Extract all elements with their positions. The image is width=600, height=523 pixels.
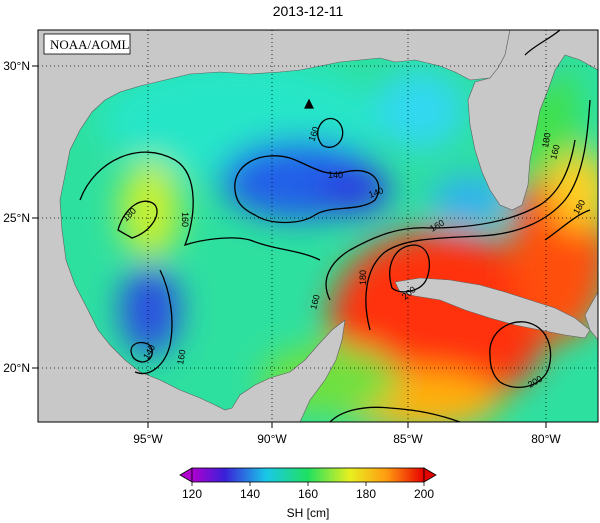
contour-label: 140 [328,170,343,180]
contour-label: 180 [540,132,552,149]
contour-180-west [117,200,158,239]
contour-label: 180 [358,270,368,285]
contour-160-west [79,151,321,261]
land-hispaniola-edge [584,291,598,341]
lat-tick-label: 20°N [3,361,30,375]
lon-tick-label: 90°W [257,432,287,446]
contour-180-far-east [544,209,591,241]
contour-label: 160 [175,349,187,366]
tick-marks [32,65,547,428]
contour-label: 160 [306,125,321,143]
colorbar: 120 140 160 180 200 SH [cm] [179,467,437,520]
plot-frame [37,29,599,423]
colorbar-tick-label: 140 [240,487,260,501]
map-title: 2013-12-11 [273,3,344,19]
contour-200-loop [389,244,431,293]
lon-tick-label: 80°W [531,432,561,446]
colorbar-tick-label: 160 [298,487,318,501]
contour-160-north [316,117,344,148]
contour-160-south [329,406,461,422]
lon-tick-label: 95°W [133,432,163,446]
lat-tick-label: 25°N [3,211,30,225]
contour-label: 160 [180,212,190,227]
colorbar-tick-label: 200 [414,487,434,501]
contour-200-south [489,321,552,388]
contour-label: 140 [367,185,385,200]
lon-tick-label: 85°W [393,432,423,446]
colorbar-tick-label: 120 [182,487,202,501]
graticule [38,30,598,422]
triangle-marker-icon: ▲ [304,96,314,111]
colorbar-title: SH [cm] [287,506,330,520]
colorbar-gradient [191,467,425,483]
contour-lines [79,30,591,422]
land-north-america [38,30,511,422]
land-florida [467,30,598,211]
colorbar-right-arrow [423,467,437,483]
land-cuba [394,277,591,339]
lat-tick-label: 30°N [3,59,30,73]
contour-140-southwest [130,341,153,363]
credit-label: NOAA/AOML [50,37,130,52]
plot-area: 180 160 160 140 140 160 160 160 160 180 … [38,30,598,422]
contour-label: 160 [308,293,322,310]
colorbar-tick-label: 180 [356,487,376,501]
contour-160-loop [325,139,576,301]
contour-160-southwest [134,269,173,375]
contour-180-east [365,99,591,331]
contour-180-northeast [524,30,561,56]
land-masses [38,30,598,422]
credit-box [43,33,131,55]
colorbar-left-arrow [179,467,193,483]
contour-label: 160 [548,143,562,160]
contour-140-central [234,155,380,224]
sea-height-field [100,35,598,422]
